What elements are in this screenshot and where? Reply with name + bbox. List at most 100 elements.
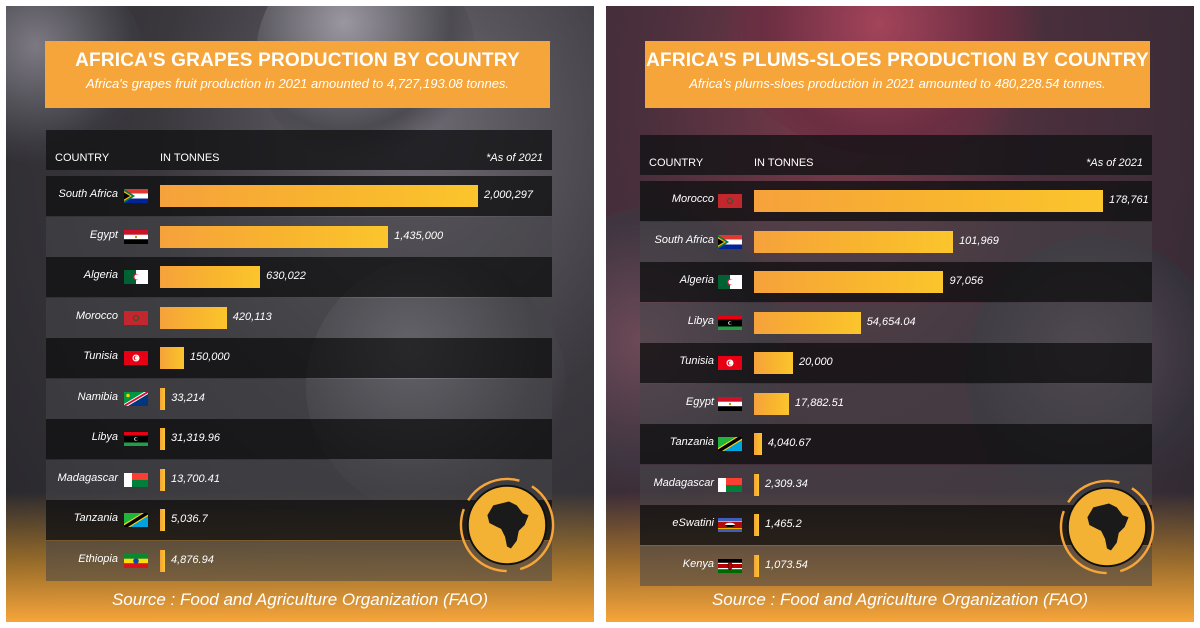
header-country: COUNTRY — [55, 152, 110, 164]
value-label: 178,761 — [1109, 194, 1149, 206]
flag-namibia-icon — [124, 391, 148, 406]
country-label: Libya — [91, 431, 118, 443]
value-label: 2,000,297 — [484, 189, 533, 201]
bar — [754, 392, 789, 415]
country-label: Tanzania — [73, 512, 118, 524]
bar-row-libya: Libya 54,654.04 — [640, 302, 1152, 343]
bar-row-south-africa: South Africa 2,000,297 — [46, 176, 552, 216]
flag-madagascar-icon — [718, 477, 742, 492]
bar — [160, 549, 165, 572]
flag-ethiopia-icon — [124, 553, 148, 568]
bar-row-madagascar: Madagascar 13,700.41 — [46, 459, 552, 500]
flag-libya-icon — [718, 315, 742, 330]
bar-table: COUNTRY IN TONNES *As of 2021 South Afri… — [46, 130, 552, 581]
bar — [754, 514, 759, 536]
flag-tunisia-icon — [124, 351, 148, 365]
value-label: 1,465.2 — [765, 518, 802, 530]
value-label: 5,036.7 — [171, 513, 208, 525]
country-label: Madagascar — [653, 476, 714, 489]
bar — [160, 185, 478, 207]
value-label: 97,056 — [949, 275, 984, 287]
country-label: Egypt — [685, 395, 714, 408]
bar-row-namibia: Namibia 33,214 — [46, 378, 552, 419]
country-label: Tunisia — [679, 355, 714, 367]
header-tonnes: IN TONNES — [754, 157, 814, 169]
title-banner: AFRICA'S GRAPES PRODUCTION BY COUNTRY Af… — [45, 41, 550, 108]
value-label: 150,000 — [189, 351, 230, 363]
country-label: Egypt — [89, 228, 118, 241]
flag-egypt-icon — [718, 396, 742, 411]
country-label: Ethiopia — [78, 552, 118, 565]
bar — [160, 225, 389, 248]
bar — [754, 190, 1103, 212]
bar — [160, 266, 261, 288]
value-label: 630,022 — [266, 270, 306, 282]
value-label: 33,214 — [171, 391, 205, 404]
bar — [754, 311, 861, 334]
value-label: 13,700.41 — [171, 472, 220, 485]
bar — [754, 271, 944, 293]
country-label: Tanzania — [669, 436, 714, 448]
country-label: Morocco — [75, 309, 118, 322]
value-label: 4,876.94 — [171, 553, 214, 566]
bar — [754, 352, 794, 374]
bar — [754, 473, 759, 496]
bar-row-morocco: Morocco 178,761 — [640, 181, 1152, 221]
value-label: 17,882.51 — [794, 396, 844, 409]
bar-row-tanzania: Tanzania 4,040.67 — [640, 424, 1152, 464]
chart-title: AFRICA'S PLUMS-SLOES PRODUCTION BY COUNT… — [646, 50, 1149, 71]
table-header: COUNTRY IN TONNES *As of 2021 — [640, 135, 1152, 175]
header-as-of: *As of 2021 — [486, 152, 543, 164]
flag-eswatini-icon — [718, 518, 742, 532]
country-label: Algeria — [679, 274, 714, 286]
flag-morocco-icon — [718, 194, 742, 208]
bar — [160, 428, 165, 450]
value-label: 420,113 — [232, 310, 272, 323]
value-label: 54,654.04 — [866, 315, 916, 328]
value-label: 2,309.34 — [765, 477, 808, 490]
bar-row-algeria: Algeria 97,056 — [640, 262, 1152, 302]
flag-kenya-icon — [718, 558, 742, 573]
country-label: Algeria — [83, 269, 118, 281]
flag-south-africa-icon — [124, 189, 148, 203]
header-tonnes: IN TONNES — [160, 152, 220, 164]
country-label: South Africa — [58, 188, 118, 200]
bar-row-libya: Libya 31,319.96 — [46, 419, 552, 459]
bar — [160, 387, 166, 410]
bar — [754, 230, 954, 253]
bar-row-madagascar: Madagascar 2,309.34 — [640, 464, 1152, 505]
bar — [160, 306, 227, 329]
value-label: 4,040.67 — [767, 437, 811, 449]
flag-tunisia-icon — [718, 356, 742, 370]
plums-infographic-panel: AFRICA'S PLUMS-SLOES PRODUCTION BY COUNT… — [606, 6, 1194, 622]
country-label: Madagascar — [57, 471, 118, 484]
flag-algeria-icon — [718, 275, 742, 289]
bar-row-eswatini: eSwatini 1,465.2 — [640, 505, 1152, 545]
value-label: 20,000 — [799, 356, 833, 368]
country-label: Tunisia — [83, 350, 118, 362]
value-label: 1,073.54 — [765, 558, 808, 571]
country-label: Libya — [687, 314, 714, 327]
flag-algeria-icon — [124, 270, 148, 284]
bar-table: COUNTRY IN TONNES *As of 2021 Morocco 178… — [640, 135, 1152, 589]
chart-subtitle: Africa's plums-sloes production in 2021 … — [689, 76, 1106, 91]
header-country: COUNTRY — [649, 157, 704, 169]
title-banner: AFRICA'S PLUMS-SLOES PRODUCTION BY COUNT… — [645, 41, 1150, 108]
bar — [160, 468, 165, 491]
flag-egypt-icon — [124, 229, 148, 244]
bar-row-algeria: Algeria 630,022 — [46, 257, 552, 297]
flag-libya-icon — [124, 432, 148, 446]
bar — [160, 347, 184, 369]
flag-morocco-icon — [124, 310, 148, 325]
africa-map-emblem-icon — [459, 477, 555, 573]
bar-row-tunisia: Tunisia 150,000 — [46, 338, 552, 378]
grapes-infographic-panel: AFRICA'S GRAPES PRODUCTION BY COUNTRY Af… — [6, 6, 594, 622]
source-note: Source : Food and Agriculture Organizati… — [111, 590, 489, 609]
bar-row-morocco: Morocco 420,113 — [46, 297, 552, 338]
africa-map-emblem-icon — [1059, 479, 1155, 575]
bar-row-kenya: Kenya 1,073.54 — [640, 545, 1152, 586]
country-label: South Africa — [654, 233, 714, 246]
flag-tanzania-icon — [718, 437, 742, 451]
bar — [754, 554, 759, 577]
bar — [754, 433, 762, 455]
